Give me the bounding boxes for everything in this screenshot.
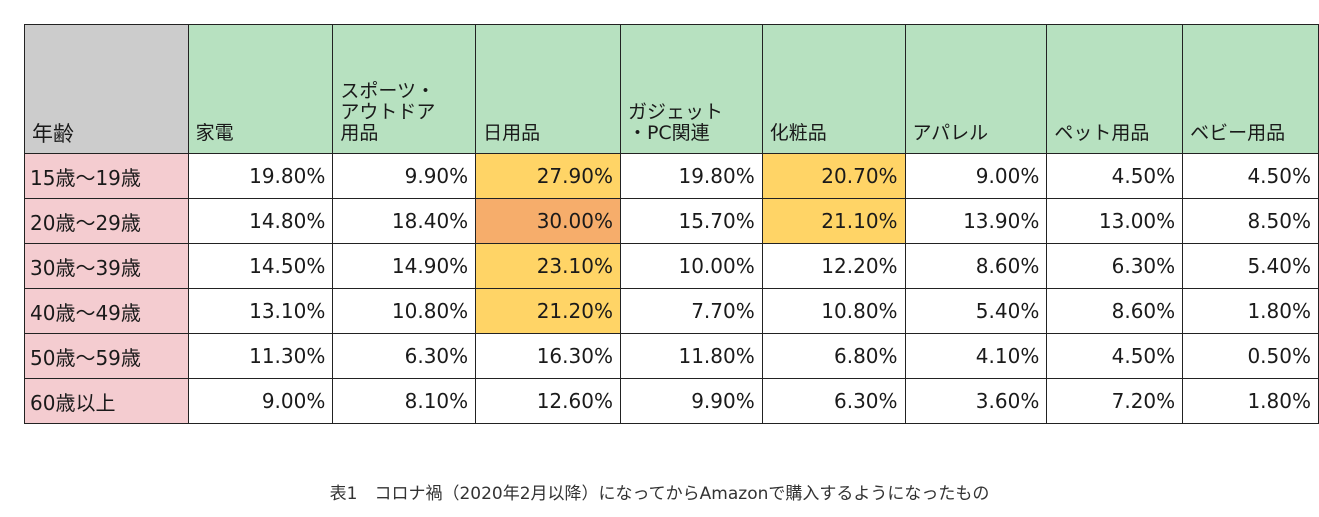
table-cell: 19.80%: [619, 153, 763, 199]
column-header-pet-goods: ペット用品: [1046, 24, 1184, 154]
row-label-age: 15歳〜19歳: [24, 153, 189, 199]
table-cell: 15.70%: [619, 198, 763, 244]
table-cell: 14.50%: [187, 243, 334, 289]
table-cell: 14.80%: [187, 198, 334, 244]
column-header-sports-outdoor: スポーツ・ アウトドア 用品: [332, 24, 477, 154]
table-cell: 13.90%: [904, 198, 1048, 244]
table-cell: 7.70%: [619, 288, 763, 334]
table-cell: 18.40%: [332, 198, 477, 244]
row-label-age: 40歳〜49歳: [24, 288, 189, 334]
table-cell: 12.60%: [475, 378, 621, 424]
table-cell-highlighted: 30.00%: [475, 198, 621, 244]
table-cell: 3.60%: [904, 378, 1048, 424]
table-cell: 8.50%: [1182, 198, 1319, 244]
table-cell: 4.10%: [904, 333, 1048, 379]
table-cell: 4.50%: [1182, 153, 1319, 199]
column-header-gadgets-pc: ガジェット ・PC関連: [619, 24, 763, 154]
table-cell-highlighted: 23.10%: [475, 243, 621, 289]
table-cell: 6.30%: [1046, 243, 1184, 289]
table-cell-highlighted: 27.90%: [475, 153, 621, 199]
column-header-appliances: 家電: [187, 24, 334, 154]
table-cell: 5.40%: [1182, 243, 1319, 289]
row-label-age: 50歳〜59歳: [24, 333, 189, 379]
table-cell-highlighted: 21.10%: [761, 198, 906, 244]
table-cell: 12.20%: [761, 243, 906, 289]
table-cell: 6.30%: [332, 333, 477, 379]
row-label-age: 60歳以上: [24, 378, 189, 424]
table-row: 60歳以上 9.00% 8.10% 12.60% 9.90% 6.30% 3.6…: [24, 378, 1319, 424]
row-label-age: 30歳〜39歳: [24, 243, 189, 289]
table-cell: 9.90%: [619, 378, 763, 424]
column-header-cosmetics: 化粧品: [761, 24, 906, 154]
row-label-age: 20歳〜29歳: [24, 198, 189, 244]
table-cell: 6.30%: [761, 378, 906, 424]
table-cell: 9.00%: [904, 153, 1048, 199]
table-cell: 19.80%: [187, 153, 334, 199]
table-cell: 10.00%: [619, 243, 763, 289]
table-cell: 5.40%: [904, 288, 1048, 334]
table-cell: 16.30%: [475, 333, 621, 379]
table-caption: 表1 コロナ禍（2020年2月以降）になってからAmazonで購入するようになっ…: [329, 484, 990, 504]
table-cell-highlighted: 21.20%: [475, 288, 621, 334]
table-cell: 8.10%: [332, 378, 477, 424]
column-header-apparel: アパレル: [904, 24, 1048, 154]
column-header-baby-goods: ベビー用品: [1182, 24, 1319, 154]
table-cell: 8.60%: [1046, 288, 1184, 334]
purchase-category-table: 年齢 家電 スポーツ・ アウトドア 用品 日用品 ガジェット ・PC関連 化粧品…: [24, 24, 1319, 424]
table-cell: 1.80%: [1182, 378, 1319, 424]
table-cell-highlighted: 20.70%: [761, 153, 906, 199]
table-row: 20歳〜29歳 14.80% 18.40% 30.00% 15.70% 21.1…: [24, 198, 1319, 244]
table-cell: 13.10%: [187, 288, 334, 334]
table-cell: 0.50%: [1182, 333, 1319, 379]
table-row: 30歳〜39歳 14.50% 14.90% 23.10% 10.00% 12.2…: [24, 243, 1319, 289]
table-row: 50歳〜59歳 11.30% 6.30% 16.30% 11.80% 6.80%…: [24, 333, 1319, 379]
table-cell: 8.60%: [904, 243, 1048, 289]
table-cell: 10.80%: [332, 288, 477, 334]
table-row: 15歳〜19歳 19.80% 9.90% 27.90% 19.80% 20.70…: [24, 153, 1319, 199]
table-cell: 9.00%: [187, 378, 334, 424]
table-cell: 4.50%: [1046, 333, 1184, 379]
table-cell: 14.90%: [332, 243, 477, 289]
table-cell: 7.20%: [1046, 378, 1184, 424]
table-row: 40歳〜49歳 13.10% 10.80% 21.20% 7.70% 10.80…: [24, 288, 1319, 334]
table-cell: 10.80%: [761, 288, 906, 334]
table-cell: 6.80%: [761, 333, 906, 379]
table-cell: 9.90%: [332, 153, 477, 199]
age-column-header: 年齢: [24, 24, 189, 154]
data-table-wrapper: 年齢 家電 スポーツ・ アウトドア 用品 日用品 ガジェット ・PC関連 化粧品…: [24, 24, 1319, 424]
table-header-row: 年齢 家電 スポーツ・ アウトドア 用品 日用品 ガジェット ・PC関連 化粧品…: [24, 24, 1319, 154]
table-cell: 13.00%: [1046, 198, 1184, 244]
table-cell: 11.80%: [619, 333, 763, 379]
table-cell: 11.30%: [187, 333, 334, 379]
table-cell: 1.80%: [1182, 288, 1319, 334]
column-header-daily-goods: 日用品: [475, 24, 621, 154]
table-cell: 4.50%: [1046, 153, 1184, 199]
